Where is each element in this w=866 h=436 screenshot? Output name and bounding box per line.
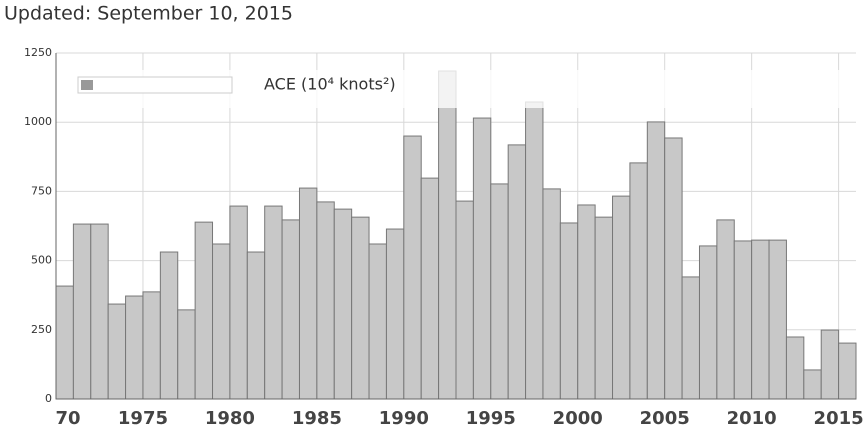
bar (72, 223, 92, 400)
x-tick-label: 1980 (205, 408, 255, 429)
x-tick-label: 2015 (814, 408, 864, 429)
bar (646, 121, 666, 400)
bar (542, 188, 561, 400)
bar (316, 201, 335, 400)
bar (194, 221, 214, 400)
bar (385, 228, 405, 400)
bar (107, 303, 127, 400)
legend-swatch (81, 80, 93, 90)
bar (629, 162, 648, 400)
bar (472, 117, 492, 400)
y-tick-label: 750 (31, 184, 52, 197)
x-tick-label: 70 (55, 408, 80, 429)
bar (664, 137, 683, 400)
bar (525, 101, 544, 400)
bar (420, 177, 440, 400)
bar (490, 183, 509, 400)
y-tick-label: 0 (45, 392, 52, 405)
bar (438, 70, 457, 400)
bar (229, 205, 248, 400)
bar (733, 240, 753, 400)
bar (698, 245, 718, 400)
bar (177, 309, 196, 400)
bar (90, 223, 109, 400)
bar (212, 243, 231, 400)
bar (559, 222, 579, 400)
bar (333, 208, 353, 400)
bar (298, 187, 318, 400)
bar (577, 204, 596, 400)
bar (751, 239, 770, 400)
bar (455, 200, 474, 400)
x-tick-label: 1995 (466, 408, 516, 429)
bar (612, 195, 631, 400)
bar (403, 135, 422, 400)
y-tick-label: 250 (31, 323, 52, 336)
x-tick-label: 1975 (118, 408, 168, 429)
bar (785, 336, 805, 400)
y-tick-label: 500 (31, 254, 52, 267)
bar (55, 285, 74, 400)
bar (838, 342, 857, 400)
bar (507, 144, 527, 400)
bar (594, 216, 614, 400)
bar (351, 216, 370, 400)
y-tick-label: 1000 (24, 115, 52, 128)
x-tick-label: 1985 (292, 408, 342, 429)
x-tick-label: 2000 (553, 408, 603, 429)
bar (125, 295, 144, 400)
bar (716, 219, 735, 400)
bar (768, 239, 787, 400)
bar (820, 329, 840, 400)
chart-title: Updated: September 10, 2015 (4, 3, 293, 25)
legend-label: ACE (10⁴ knots²) (264, 75, 396, 94)
bar (159, 251, 179, 400)
bar (246, 251, 266, 400)
bar (281, 219, 300, 400)
bar (142, 291, 161, 400)
legend-box (77, 76, 233, 94)
x-tick-label: 1990 (379, 408, 429, 429)
bar (803, 369, 822, 400)
bar (368, 243, 387, 400)
y-tick-label: 1250 (24, 46, 52, 59)
bar (681, 276, 700, 400)
x-tick-label: 2010 (727, 408, 777, 429)
bar (264, 205, 283, 400)
x-tick-label: 2005 (640, 408, 690, 429)
